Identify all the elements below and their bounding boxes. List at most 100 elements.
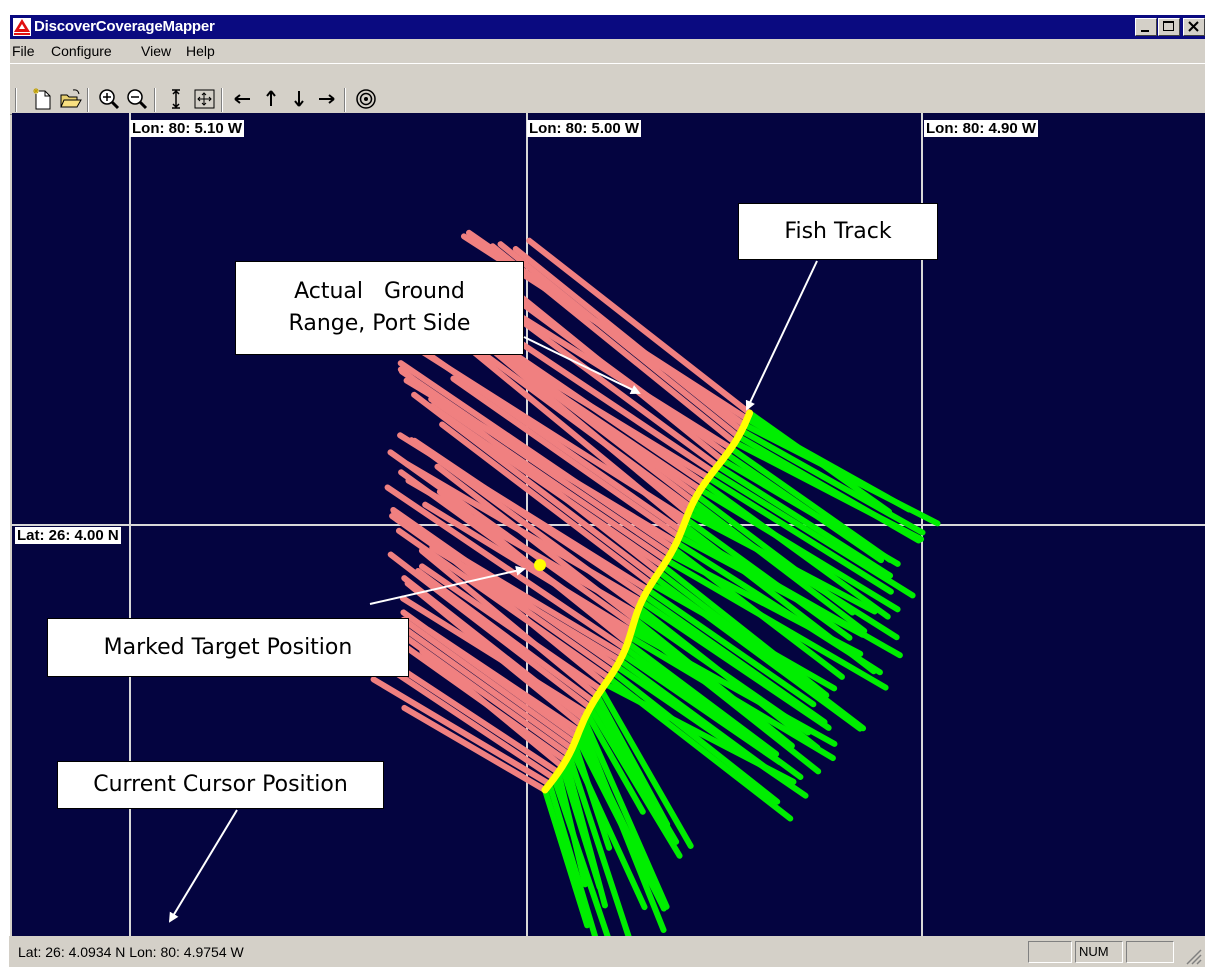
port-swath-line xyxy=(400,616,578,746)
starboard-swath-line xyxy=(562,757,608,909)
starboard-swath-line xyxy=(636,604,821,751)
minimize-button[interactable] xyxy=(1135,18,1157,36)
lat-label-400: Lat: 26: 4.00 N xyxy=(15,527,121,544)
fish-track-callout-text: Fish Track xyxy=(784,219,892,244)
port-swath-line xyxy=(405,477,640,617)
starboard-swath-line xyxy=(714,463,894,579)
starboard-swath-line xyxy=(546,781,599,936)
menu-file[interactable]: File xyxy=(12,43,35,59)
port-swath-line xyxy=(403,377,680,546)
pan-left-button[interactable] xyxy=(230,86,256,112)
starboard-swath-line xyxy=(641,592,828,726)
fish-track-callout: Fish Track xyxy=(738,203,938,260)
toolbar xyxy=(10,63,1205,115)
starboard-swath-line xyxy=(598,686,694,849)
starboard-swath-line xyxy=(723,451,885,564)
starboard-swath-line xyxy=(566,751,632,936)
starboard-swath-line xyxy=(710,468,916,599)
port-swath-line xyxy=(439,421,655,587)
menu-view[interactable]: View xyxy=(141,43,172,59)
port-swath-line xyxy=(401,625,575,752)
coverage-map[interactable]: Lon: 80: 5.10 W Lon: 80: 5.00 W Lon: 80:… xyxy=(12,113,1205,936)
num-lock-indicator: NUM xyxy=(1075,941,1123,963)
lon-label-510: Lon: 80: 5.10 W xyxy=(130,120,245,137)
title-bar[interactable]: DiscoverCoverageMapper xyxy=(10,15,1205,39)
pan-right-button[interactable] xyxy=(314,86,340,112)
starboard-swath-line xyxy=(584,710,646,815)
fit-vertical-button[interactable] xyxy=(164,86,190,112)
port-swath-line xyxy=(370,676,553,788)
cursor-position-readout: Lat: 26: 4.0934 N Lon: 80: 4.9754 W xyxy=(18,944,244,960)
starboard-swath-line xyxy=(670,545,845,680)
target-button[interactable] xyxy=(354,86,380,112)
lon-label-500: Lon: 80: 5.00 W xyxy=(527,120,642,137)
pan-down-icon xyxy=(294,91,304,107)
port-swath-line xyxy=(425,627,583,735)
port-swath-line xyxy=(526,237,753,416)
starboard-swath-line xyxy=(630,622,822,775)
port-swath-line xyxy=(381,628,569,764)
zoom-out-icon xyxy=(127,89,148,110)
starboard-swath-line xyxy=(638,598,832,731)
starboard-swath-line xyxy=(578,722,667,934)
close-icon xyxy=(1188,21,1199,32)
marked-target-point[interactable] xyxy=(534,559,546,571)
starboard-swath-line xyxy=(644,586,817,708)
toolbar-separator xyxy=(221,88,223,112)
new-file-icon xyxy=(33,88,51,110)
toolbar-grip xyxy=(15,88,17,112)
minimize-icon xyxy=(1141,30,1149,32)
pan-up-icon xyxy=(266,90,276,106)
fit-all-icon xyxy=(194,89,215,109)
port-swath-line xyxy=(404,461,645,605)
menu-configure[interactable]: Configure xyxy=(51,43,112,59)
marked-target-callout: Marked Target Position xyxy=(47,618,409,677)
app-logo-icon xyxy=(13,18,31,36)
starboard-swath-line xyxy=(594,692,671,828)
starboard-swath-line xyxy=(735,433,922,544)
status-pane-empty-1 xyxy=(1028,941,1072,963)
port-swath-line xyxy=(397,432,651,593)
port-swath-line xyxy=(411,343,690,523)
marked-target-callout-text: Marked Target Position xyxy=(103,635,353,660)
starboard-swath-line xyxy=(656,569,867,732)
pan-up-button[interactable] xyxy=(258,86,284,112)
zoom-in-button[interactable] xyxy=(97,86,123,112)
new-file-button[interactable] xyxy=(30,86,56,112)
ground-range-callout-line2: Range, Port Side xyxy=(288,311,471,336)
fish-track-line xyxy=(541,409,754,794)
port-swath-line xyxy=(399,595,591,717)
starboard-swath-line xyxy=(705,474,894,595)
starboard-swath-line xyxy=(587,704,683,859)
resize-grip-icon[interactable] xyxy=(1183,946,1203,966)
fit-vertical-icon xyxy=(172,89,180,109)
starboard-swath-line xyxy=(581,716,670,910)
starboard-swath-line xyxy=(701,480,891,620)
starboard-swath-line xyxy=(606,675,794,822)
starboard-swath-line xyxy=(624,639,780,757)
cursor-position-callout-text: Current Cursor Position xyxy=(93,772,348,797)
menu-help[interactable]: Help xyxy=(186,43,215,59)
starboard-swath-line xyxy=(659,563,830,699)
toolbar-separator xyxy=(344,88,346,112)
close-button[interactable] xyxy=(1183,18,1205,36)
open-folder-button[interactable] xyxy=(58,86,84,112)
menu-bar: File Configure View Help xyxy=(10,39,1205,63)
toolbar-separator xyxy=(154,88,156,112)
starboard-side-coverage xyxy=(542,410,941,936)
open-folder-icon xyxy=(60,89,82,108)
port-swath-line xyxy=(422,501,635,634)
port-swath-line xyxy=(386,622,573,758)
status-pane-empty-2 xyxy=(1126,941,1174,963)
starboard-swath-line xyxy=(680,521,877,675)
starboard-swath-line xyxy=(616,657,776,776)
toolbar-separator xyxy=(87,88,89,112)
pan-down-button[interactable] xyxy=(286,86,312,112)
starboard-swath-line xyxy=(542,787,591,929)
ground-range-callout: Actual Ground Range, Port Side xyxy=(235,261,524,355)
port-swath-line xyxy=(401,704,548,793)
starboard-swath-line xyxy=(738,427,926,536)
fit-all-button[interactable] xyxy=(192,86,218,112)
maximize-button[interactable] xyxy=(1158,18,1180,36)
zoom-out-button[interactable] xyxy=(125,86,151,112)
